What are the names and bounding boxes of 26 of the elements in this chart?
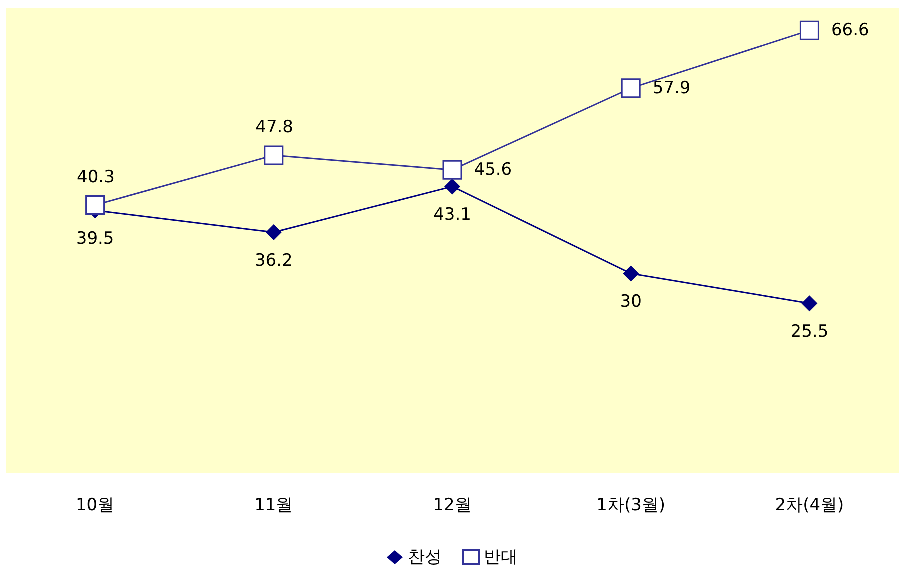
point [621,78,641,98]
data-label: 40.3 [77,167,115,188]
x-tick-label: 2차(4월) [775,496,844,516]
data-label: 39.5 [76,229,114,250]
point [264,146,284,166]
x-tick-label: 10월 [76,496,115,516]
data-label: 66.6 [831,20,870,41]
legend-label: 반대 [484,548,518,568]
point [442,160,462,180]
point [86,196,106,216]
point [802,296,818,312]
data-label: 36.2 [254,251,293,272]
point [444,178,460,195]
data-label: 57.9 [652,78,691,98]
data-label: 47.8 [256,117,294,138]
x-tick-label: 12월 [433,496,472,516]
data-label: 43.1 [434,205,472,226]
x-tick-label: 1차(3월) [596,496,666,516]
legend-label: 찬성 [408,548,442,568]
point [623,266,640,282]
point [266,224,282,241]
data-label: 25.5 [790,322,829,342]
x-tick-label: 11월 [254,496,294,516]
data-label: 30 [620,292,642,312]
data-label: 45.6 [474,160,512,180]
point [800,20,820,40]
